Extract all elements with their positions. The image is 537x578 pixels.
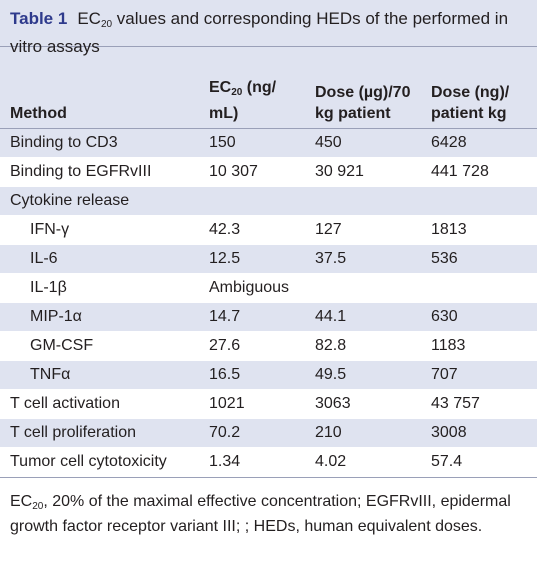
table-row: T cell activation 1021 3063 43 757 (0, 389, 537, 419)
table-row: MIP-1α 14.7 44.1 630 (0, 302, 537, 332)
cell-ec20 (199, 186, 305, 216)
cell-dose-patient: 4.02 (305, 447, 421, 477)
header-dose-patient: Dose (µg)/70 kg patient (305, 46, 421, 129)
cell-dose-per-kg: 43 757 (421, 389, 537, 419)
cell-ec20: 42.3 (199, 215, 305, 245)
cell-method: IFN-γ (0, 215, 199, 245)
header-ec20-unit: (ng/ mL) (209, 79, 277, 122)
table-footnote: EC20, 20% of the maximal effective conce… (0, 477, 537, 537)
table-row: T cell proliferation 70.2 210 3008 (0, 418, 537, 448)
table-row: IL-1β Ambiguous (0, 273, 537, 303)
cell-method: TNFα (0, 360, 199, 390)
cell-dose-per-kg (421, 186, 537, 216)
caption-text-ec: EC (77, 9, 101, 28)
table-body: Binding to CD3 150 450 6428 Binding to EGFRv… (0, 128, 537, 477)
cell-dose-patient: 82.8 (305, 331, 421, 361)
cell-method: IL-6 (0, 244, 199, 274)
table-row: Cytokine release (0, 186, 537, 216)
cell-dose-per-kg: 1813 (421, 215, 537, 245)
table-row: GM-CSF 27.6 82.8 1183 (0, 331, 537, 361)
cell-ec20: 27.6 (199, 331, 305, 361)
table-row: Tumor cell cytotoxicity 1.34 4.02 57.4 (0, 447, 537, 477)
footnote-ec: EC (10, 493, 33, 510)
cell-ec20: 16.5 (199, 360, 305, 390)
table-caption: Table 1 EC20 values and corresponding HED… (0, 0, 537, 56)
cell-dose-patient: 450 (305, 128, 421, 158)
cell-dose-per-kg: 441 728 (421, 157, 537, 187)
caption-subscript: 20 (100, 19, 113, 30)
header-ec20: EC20 (ng/ mL) (199, 46, 305, 129)
cell-method: T cell proliferation (0, 418, 199, 448)
cell-ec20: 12.5 (199, 244, 305, 274)
ec20-table: Method EC20 (ng/ mL) Dose (µg)/70 kg pat… (0, 46, 537, 477)
cell-ec20: 10 307 (199, 157, 305, 187)
cell-dose-patient: 37.5 (305, 244, 421, 274)
cell-dose-per-kg: 630 (421, 302, 537, 332)
cell-dose-per-kg (421, 273, 537, 303)
cell-method: IL-1β (0, 273, 199, 303)
cell-dose-patient: 127 (305, 215, 421, 245)
cell-dose-patient: 210 (305, 418, 421, 448)
cell-dose-per-kg: 707 (421, 360, 537, 390)
table-row: TNFα 16.5 49.5 707 (0, 360, 537, 390)
cell-dose-patient: 49.5 (305, 360, 421, 390)
cell-dose-per-kg: 536 (421, 244, 537, 274)
header-ec20-subscript: 20 (231, 87, 243, 98)
cell-ec20: Ambiguous (199, 273, 305, 303)
table-row: IL-6 12.5 37.5 536 (0, 244, 537, 274)
cell-method: GM-CSF (0, 331, 199, 361)
cell-dose-per-kg: 1183 (421, 331, 537, 361)
cell-dose-patient (305, 273, 421, 303)
cell-dose-patient: 44.1 (305, 302, 421, 332)
cell-dose-patient (305, 186, 421, 216)
cell-dose-patient: 3063 (305, 389, 421, 419)
header-dose-per-kg: Dose (ng)/ patient kg (421, 46, 537, 129)
cell-method: Binding to EGFRvIII (0, 157, 199, 187)
cell-dose-per-kg: 3008 (421, 418, 537, 448)
caption-text-rest: values and corresponding HEDs of the per… (10, 9, 509, 56)
cell-method: T cell activation (0, 389, 199, 419)
cell-dose-per-kg: 57.4 (421, 447, 537, 477)
table-row: Binding to EGFRvIII 10 307 30 921 441 728 (0, 157, 537, 187)
cell-ec20: 70.2 (199, 418, 305, 448)
table-row: Binding to CD3 150 450 6428 (0, 128, 537, 158)
header-row: Method EC20 (ng/ mL) Dose (µg)/70 kg pat… (0, 46, 537, 129)
footnote-subscript: 20 (32, 501, 44, 512)
cell-method: Binding to CD3 (0, 128, 199, 158)
table-row: IFN-γ 42.3 127 1813 (0, 215, 537, 245)
cell-ec20: 1021 (199, 389, 305, 419)
cell-method: MIP-1α (0, 302, 199, 332)
table-number: Table 1 (10, 9, 68, 28)
header-method: Method (0, 46, 199, 129)
cell-ec20: 150 (199, 128, 305, 158)
cell-ec20: 14.7 (199, 302, 305, 332)
cell-ec20: 1.34 (199, 447, 305, 477)
cell-method: Tumor cell cytotoxicity (0, 447, 199, 477)
cell-dose-per-kg: 6428 (421, 128, 537, 158)
header-ec20-text: EC (209, 79, 232, 96)
cell-method: Cytokine release (0, 186, 199, 216)
cell-dose-patient: 30 921 (305, 157, 421, 187)
footnote-text: , 20% of the maximal effective concentra… (10, 493, 511, 535)
